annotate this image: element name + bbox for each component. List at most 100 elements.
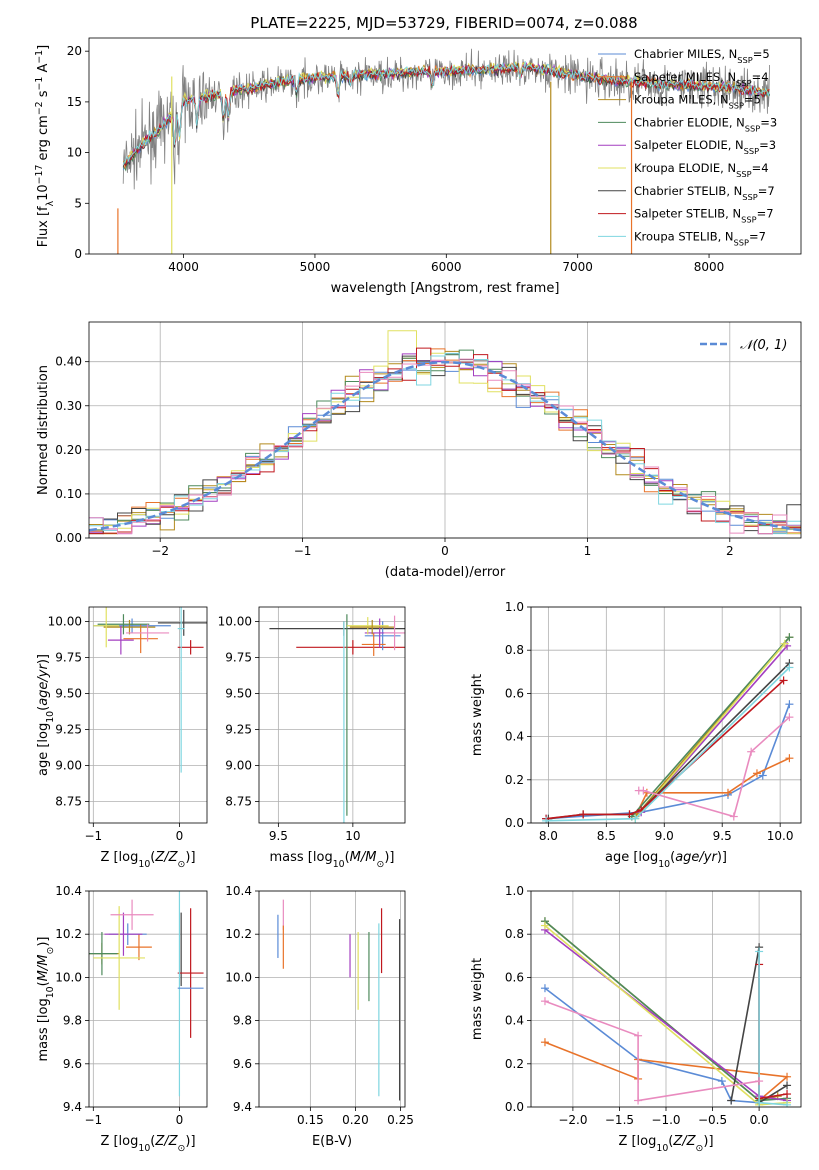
x-tick-label: −2.0 xyxy=(558,1113,587,1127)
y-axis-label: mass weight xyxy=(470,958,485,1040)
x-tick-label: −1 xyxy=(84,1113,102,1127)
weight-series xyxy=(548,662,790,820)
label-part: )] xyxy=(36,937,51,947)
y-tick-label: 9.75 xyxy=(225,650,252,664)
label-part: Chabrier STELIB, N xyxy=(634,184,742,198)
legend-entry: Salpeter STELIB, NSSP=7 xyxy=(634,207,774,225)
panel-mass-weight-vs-Z: −2.0 −1.5 −1.0 −0.5 0.0 0.0 0.2 0.4 0.6 0.8 1.0 Z [… xyxy=(470,884,802,1154)
x-tick-label: 9.5 xyxy=(713,829,732,843)
y-tick-label: 9.50 xyxy=(55,686,82,700)
y-tick-label: 10 xyxy=(67,146,82,160)
label-part: Kroupa STELIB, N xyxy=(634,229,734,243)
label-part: mass [log xyxy=(270,850,333,865)
label-part: 10 xyxy=(658,859,670,870)
y-tick-label: 0.8 xyxy=(505,643,524,657)
y-tick-label: 0 xyxy=(74,247,82,261)
label-part: =4 xyxy=(752,161,769,175)
x-tick-label: −1.0 xyxy=(651,1113,680,1127)
x-tick-label: 0.0 xyxy=(750,1113,769,1127)
label-part: SSP xyxy=(729,101,744,111)
y-tick-label: 8.75 xyxy=(225,794,252,808)
y-tick-label: 0.2 xyxy=(505,773,524,787)
label-part: mass weight xyxy=(470,674,485,756)
x-tick-label: 2 xyxy=(726,544,734,558)
legend-entry: Kroupa ELODIE, NSSP=4 xyxy=(634,161,769,179)
label-part: ( xyxy=(150,1134,155,1149)
x-tick-label: −2 xyxy=(151,544,169,558)
plot-area xyxy=(269,614,405,823)
legend-entry: Kroupa MILES, NSSP=5 xyxy=(634,93,761,111)
errorbar-point xyxy=(384,615,405,651)
y-tick-label: 0.0 xyxy=(505,816,524,830)
label-part: −1 xyxy=(34,77,45,91)
label-part: ⊙ xyxy=(178,1143,186,1154)
errorbar-point xyxy=(346,617,389,635)
y-tick-label: 10.00 xyxy=(48,614,82,628)
y-axis-label: age [log10(age/yr)] xyxy=(36,654,56,776)
y-axis-label: Normed distribution xyxy=(36,365,51,495)
label-part: Chabrier MILES, N xyxy=(634,47,737,61)
x-tick-label: 8000 xyxy=(694,260,725,274)
x-tick-label: −1 xyxy=(84,829,102,843)
label-part: SSP xyxy=(741,215,756,225)
label-part: =5 xyxy=(753,47,770,61)
label-part: =5 xyxy=(744,93,761,107)
legend-entry: Chabrier ELODIE, NSSP=3 xyxy=(634,115,777,133)
label-part: =3 xyxy=(759,138,776,152)
label-part: ⊙ xyxy=(178,859,186,870)
weight-series xyxy=(631,636,791,818)
label-part: −1 xyxy=(34,50,45,64)
x-axis-label: (data-model)/error xyxy=(385,565,506,580)
model-spectrum xyxy=(123,62,770,167)
errorbar-point xyxy=(177,640,204,655)
axes-frame xyxy=(88,321,802,539)
x-tick-label: 9.0 xyxy=(655,829,674,843)
y-tick-label: 8.75 xyxy=(55,794,82,808)
errorbar-point xyxy=(177,908,204,1038)
label-part: ⊙ xyxy=(45,947,56,955)
label-part: ( xyxy=(36,981,51,986)
legend-entry: Chabrier STELIB, NSSP=7 xyxy=(634,184,775,202)
plot-area xyxy=(89,891,204,1097)
panel-mass-vs-ebv: 0.15 0.20 0.25 9.4 9.6 9.8 10.0 10.2 10.4 E(B-V) xyxy=(225,884,414,1149)
label-part: Z [log xyxy=(100,850,138,865)
label-part: )] xyxy=(185,1134,195,1149)
weight-series xyxy=(758,951,788,1106)
y-tick-label: 10.4 xyxy=(55,884,82,898)
x-tick-label: 4000 xyxy=(168,260,199,274)
y-tick-label: 0.0 xyxy=(505,1100,524,1114)
label-part: SSP xyxy=(736,169,751,179)
label-part: Z [log xyxy=(618,1134,656,1149)
legend-entry: Chabrier MILES, NSSP=5 xyxy=(634,47,770,65)
histogram-series xyxy=(89,352,801,535)
x-tick-label: 10.0 xyxy=(767,829,794,843)
y-tick-label: 9.25 xyxy=(225,722,252,736)
y-tick-label: 0.00 xyxy=(55,531,82,545)
label-part: age [log xyxy=(36,723,51,776)
y-tick-label: 10.00 xyxy=(218,614,252,628)
x-tick-label: 0.20 xyxy=(342,1113,369,1127)
label-part: =7 xyxy=(757,207,774,221)
label-part: ( xyxy=(345,850,350,865)
label-part: wavelength [Angstrom, rest frame] xyxy=(331,281,560,296)
errorbar-point xyxy=(157,609,207,636)
label-part: mass weight xyxy=(470,958,485,1040)
label-part: E(B-V) xyxy=(312,1134,352,1149)
legend: 𝒩(0, 1) xyxy=(700,338,787,353)
y-tick-label: 9.4 xyxy=(233,1100,252,1114)
errorbar-point xyxy=(103,619,156,635)
x-axis-label: Z [log10(Z/Z⊙)] xyxy=(100,1134,195,1154)
x-tick-label: 10 xyxy=(345,829,360,843)
plot-area xyxy=(540,917,792,1107)
label-part: Chabrier ELODIE, N xyxy=(634,115,745,129)
label-part: ( xyxy=(150,850,155,865)
axes-frame xyxy=(88,890,208,1108)
label-part: Z [log xyxy=(100,1134,138,1149)
y-tick-label: 9.00 xyxy=(55,758,82,772)
y-tick-label: 9.6 xyxy=(233,1057,252,1071)
label-part: 10 xyxy=(656,1143,668,1154)
y-tick-label: 9.25 xyxy=(55,722,82,736)
